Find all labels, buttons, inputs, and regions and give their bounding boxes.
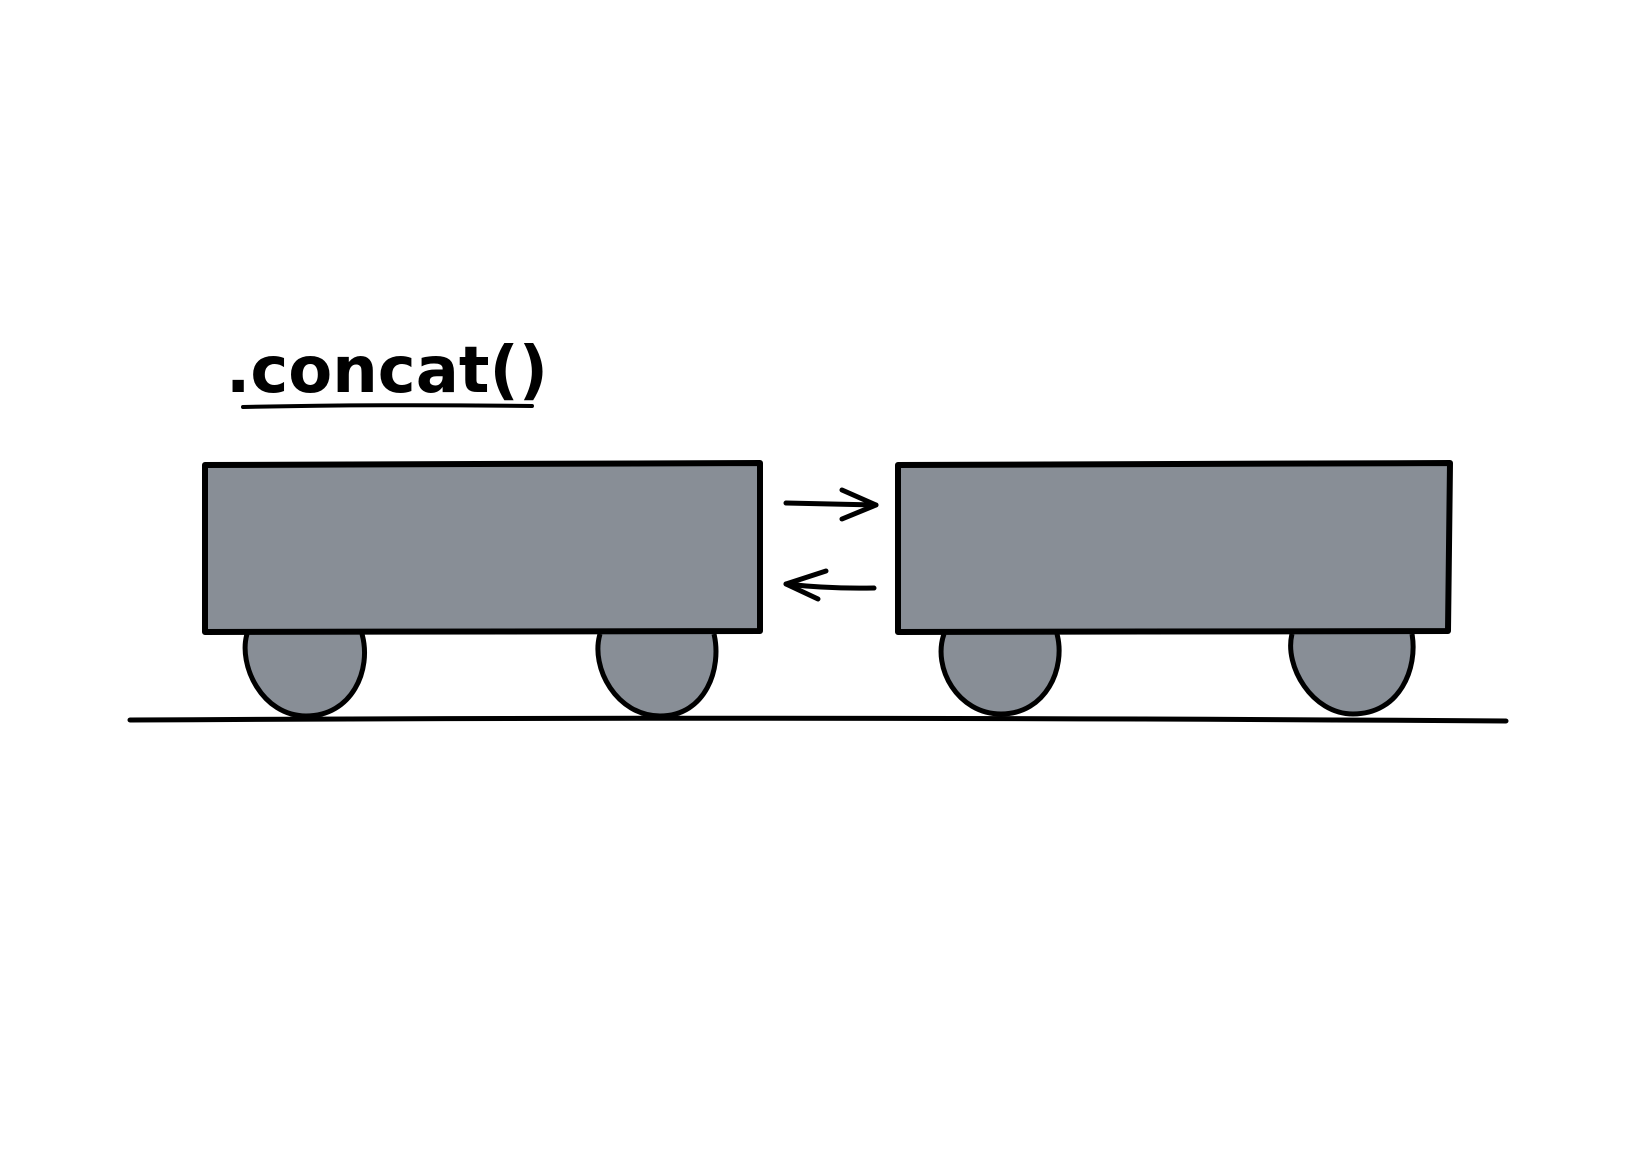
wheel xyxy=(595,633,719,719)
wheel xyxy=(1288,633,1416,717)
wagon-body xyxy=(202,460,763,635)
arrow-right-icon xyxy=(783,487,879,522)
arrow-left-icon xyxy=(783,568,877,602)
wagon-body xyxy=(895,460,1453,635)
wheel xyxy=(242,633,368,719)
left-wagon xyxy=(202,460,763,719)
title-group: .concat() xyxy=(226,334,548,409)
right-wagon xyxy=(895,460,1453,717)
wheel xyxy=(938,633,1062,717)
diagram-title: .concat() xyxy=(226,334,548,408)
title-underline xyxy=(241,403,534,409)
ground-line xyxy=(127,715,1509,724)
